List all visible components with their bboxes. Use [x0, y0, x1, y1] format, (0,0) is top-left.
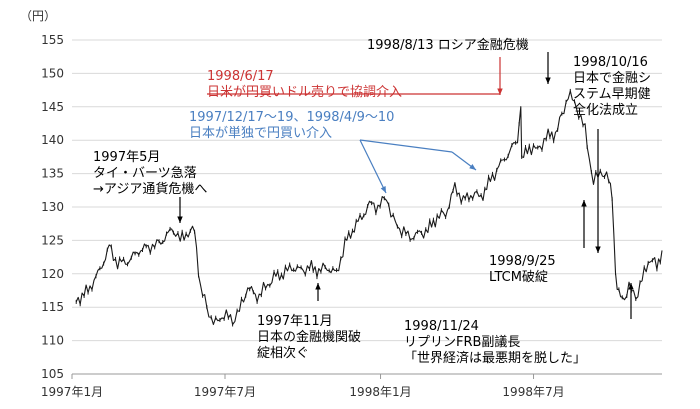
y-unit-label: （円） — [20, 9, 56, 23]
annotation-4-arrowhead-0 — [545, 77, 551, 84]
y-tick-140: 140 — [41, 133, 64, 147]
y-tick-150: 150 — [41, 66, 64, 80]
annotation-2-line-1: 日米が円買いドル売りで協調介入 — [207, 84, 402, 100]
annotation-4: 1998/8/13 ロシア金融危機 — [367, 37, 551, 84]
annotation-1-line-0: 1997年11月 — [257, 314, 333, 329]
annotation-5-line-2: ステム早期健 — [573, 87, 651, 102]
annotation-0-line-1: タイ・バーツ急落 — [93, 166, 197, 181]
y-axis: 105 110 115 120 125 130 135 140 145 150 155 — [41, 33, 64, 381]
annotation-2-arrowhead-0 — [497, 88, 503, 95]
annotation-3-connector — [359, 139, 453, 153]
annotation-7-line-1: リプリンFRB副議長 — [404, 335, 520, 350]
y-tick-130: 130 — [41, 200, 64, 214]
y-tick-145: 145 — [41, 100, 64, 114]
annotation-1-line-1: 日本の金融機関破 — [257, 329, 361, 345]
annotation-6-arrowhead-0 — [581, 200, 587, 207]
annotation-5-arrowhead-0 — [595, 246, 601, 253]
annotation-5-line-1: 日本で金融シ — [573, 70, 651, 86]
annotation-3-line-1: 日本が単独で円買い介入 — [189, 125, 332, 141]
annotation-3-arrowhead-1 — [469, 163, 476, 170]
y-tick-120: 120 — [41, 267, 64, 281]
annotation-6-line-1: LTCM破綻 — [489, 270, 548, 285]
annotation-7-line-2: 「世界経済は最悪期を脱した」 — [404, 350, 586, 366]
annotation-0-line-2: →アジア通貨危機へ — [93, 181, 207, 197]
y-tick-135: 135 — [41, 167, 64, 181]
y-tick-105: 105 — [41, 367, 64, 381]
x-tick-1: 1997年7月 — [194, 385, 256, 399]
price-series — [75, 88, 663, 327]
x-axis: 1997年1月 1997年7月 1998年1月 1998年7月 — [41, 373, 662, 399]
annotation-7-line-0: 1998/11/24 — [404, 319, 479, 334]
x-tick-2: 1998年1月 — [349, 385, 411, 399]
annotation-5-line-0: 1998/10/16 — [573, 55, 648, 70]
x-tick-3: 1998年7月 — [502, 385, 564, 399]
annotation-5-line-3: 全化法成立 — [573, 102, 638, 118]
y-tick-110: 110 — [41, 334, 64, 348]
annotation-3-line-0: 1997/12/17〜19、1998/4/9〜10 — [189, 110, 394, 125]
annotation-1-line-2: 綻相次ぐ — [257, 345, 309, 361]
series-line-0 — [75, 90, 663, 326]
y-tick-155: 155 — [41, 33, 64, 47]
annotation-0-arrowhead-0 — [177, 216, 183, 223]
annotation-2-line-0: 1998/6/17 — [207, 69, 274, 84]
annotation-0-line-0: 1997年5月 — [93, 150, 160, 165]
y-tick-125: 125 — [41, 233, 64, 247]
y-tick-115: 115 — [41, 300, 64, 314]
annotation-6-line-0: 1998/9/25 — [489, 254, 556, 269]
annotation-1-arrowhead-0 — [315, 283, 321, 290]
annotation-7-arrowhead-0 — [628, 283, 634, 290]
annotation-4-line-0: 1998/8/13 ロシア金融危機 — [367, 37, 529, 53]
annotation-3-arrowhead-0 — [380, 186, 386, 193]
annotation-3-arrow-0 — [359, 139, 387, 194]
x-tick-0: 1997年1月 — [41, 385, 103, 399]
